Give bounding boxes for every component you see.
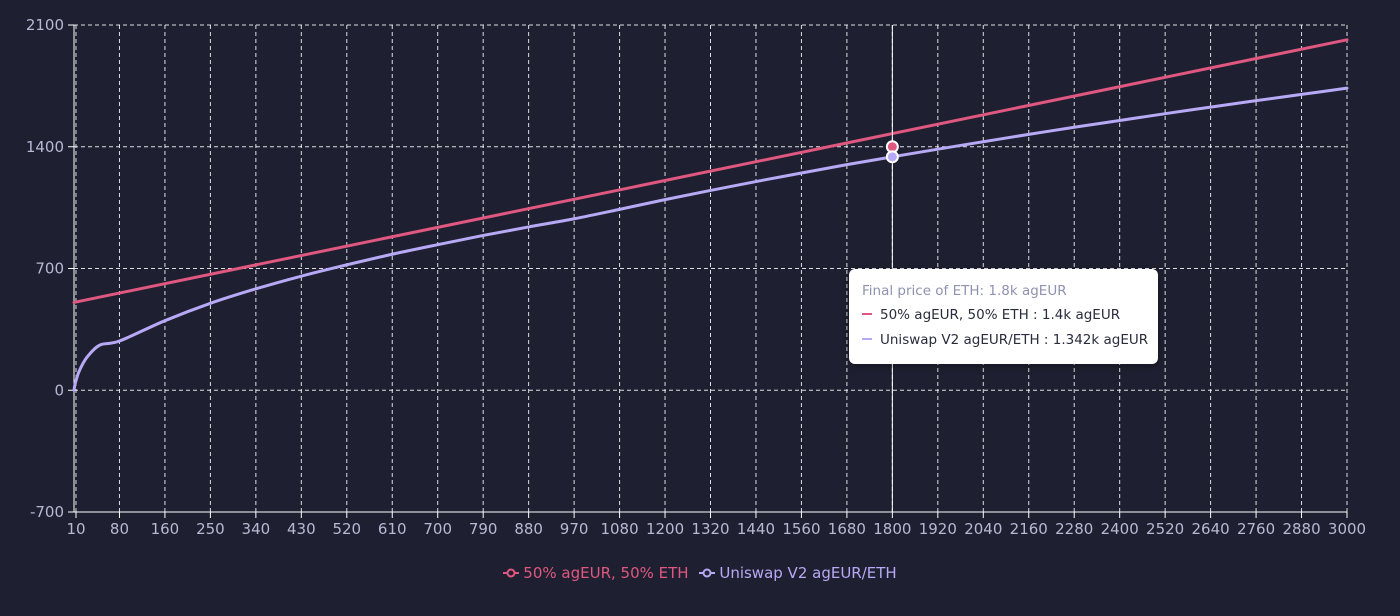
tooltip-row-label: 50% agEUR, 50% ETH : 1.4k agEUR	[880, 307, 1121, 323]
x-tick-label: 520	[332, 520, 361, 538]
hover-indicator	[885, 25, 899, 512]
x-tick-label: 790	[469, 520, 498, 538]
x-tick-label: 3000	[1328, 520, 1366, 538]
dash-icon	[862, 313, 872, 315]
x-tick-label: 2520	[1146, 520, 1184, 538]
legend-label: 50% agEUR, 50% ETH	[523, 564, 689, 582]
x-tick-label: 2280	[1055, 520, 1093, 538]
x-axis: 10 80 160 250 340 430 520 610 700 790 880 970 1080 12…	[66, 511, 1366, 538]
x-tick-label: 2040	[964, 520, 1002, 538]
x-tick-label: 160	[151, 520, 180, 538]
y-tick-label: -700	[30, 503, 64, 521]
y-axis: -700 0 700 1400 2100	[26, 16, 75, 521]
x-tick-label: 1320	[691, 520, 729, 538]
x-tick-label: 880	[514, 520, 543, 538]
x-tick-label: 1800	[873, 520, 911, 538]
x-tick-label: 610	[378, 520, 407, 538]
x-tick-label: 700	[423, 520, 452, 538]
x-tick-label: 2760	[1237, 520, 1275, 538]
y-tick-label: 0	[54, 381, 64, 399]
tooltip-row-balanced-pool: 50% agEUR, 50% ETH : 1.4k agEUR	[862, 307, 1158, 324]
series-line-uniswap	[72, 86, 1349, 392]
series-marker-icon	[503, 568, 520, 577]
x-tick-label: 1920	[919, 520, 957, 538]
x-tick-label: 970	[560, 520, 589, 538]
x-tick-label: 80	[110, 520, 129, 538]
tooltip-row-label: Uniswap V2 agEUR/ETH : 1.342k agEUR	[880, 332, 1149, 348]
series-line-balanced-pool	[72, 38, 1349, 304]
x-tick-label: 10	[66, 520, 85, 538]
x-tick-label: 1200	[646, 520, 684, 538]
y-tick-label: 1400	[26, 138, 64, 156]
legend-label: Uniswap V2 agEUR/ETH	[719, 564, 897, 582]
x-tick-label: 2640	[1192, 520, 1230, 538]
chart-tooltip: Final price of ETH: 1.8k agEUR 50% agEUR…	[849, 269, 1158, 364]
y-tick-label: 700	[35, 260, 64, 278]
x-tick-label: 1440	[737, 520, 775, 538]
grid	[74, 24, 1348, 513]
x-tick-label: 430	[287, 520, 316, 538]
x-tick-label: 2400	[1101, 520, 1139, 538]
dash-icon	[862, 338, 872, 340]
legend-item-uniswap[interactable]: Uniswap V2 agEUR/ETH	[699, 563, 897, 583]
x-tick-label: 340	[242, 520, 271, 538]
hover-point-uniswap	[885, 150, 899, 164]
x-tick-label: 2160	[1010, 520, 1048, 538]
x-tick-label: 2880	[1282, 520, 1320, 538]
tooltip-title: Final price of ETH: 1.8k agEUR	[862, 283, 1067, 299]
tooltip-row-uniswap: Uniswap V2 agEUR/ETH : 1.342k agEUR	[862, 332, 1158, 349]
series	[72, 38, 1349, 392]
legend-item-balanced-pool[interactable]: 50% agEUR, 50% ETH	[503, 563, 689, 583]
x-tick-label: 250	[196, 520, 225, 538]
legend: 50% agEUR, 50% ETH Uniswap V2 agEUR/ETH	[0, 563, 1400, 583]
x-tick-label: 1560	[782, 520, 820, 538]
x-tick-label: 1680	[828, 520, 866, 538]
y-tick-label: 2100	[26, 16, 64, 34]
series-marker-icon	[699, 568, 716, 577]
x-tick-label: 1080	[600, 520, 638, 538]
